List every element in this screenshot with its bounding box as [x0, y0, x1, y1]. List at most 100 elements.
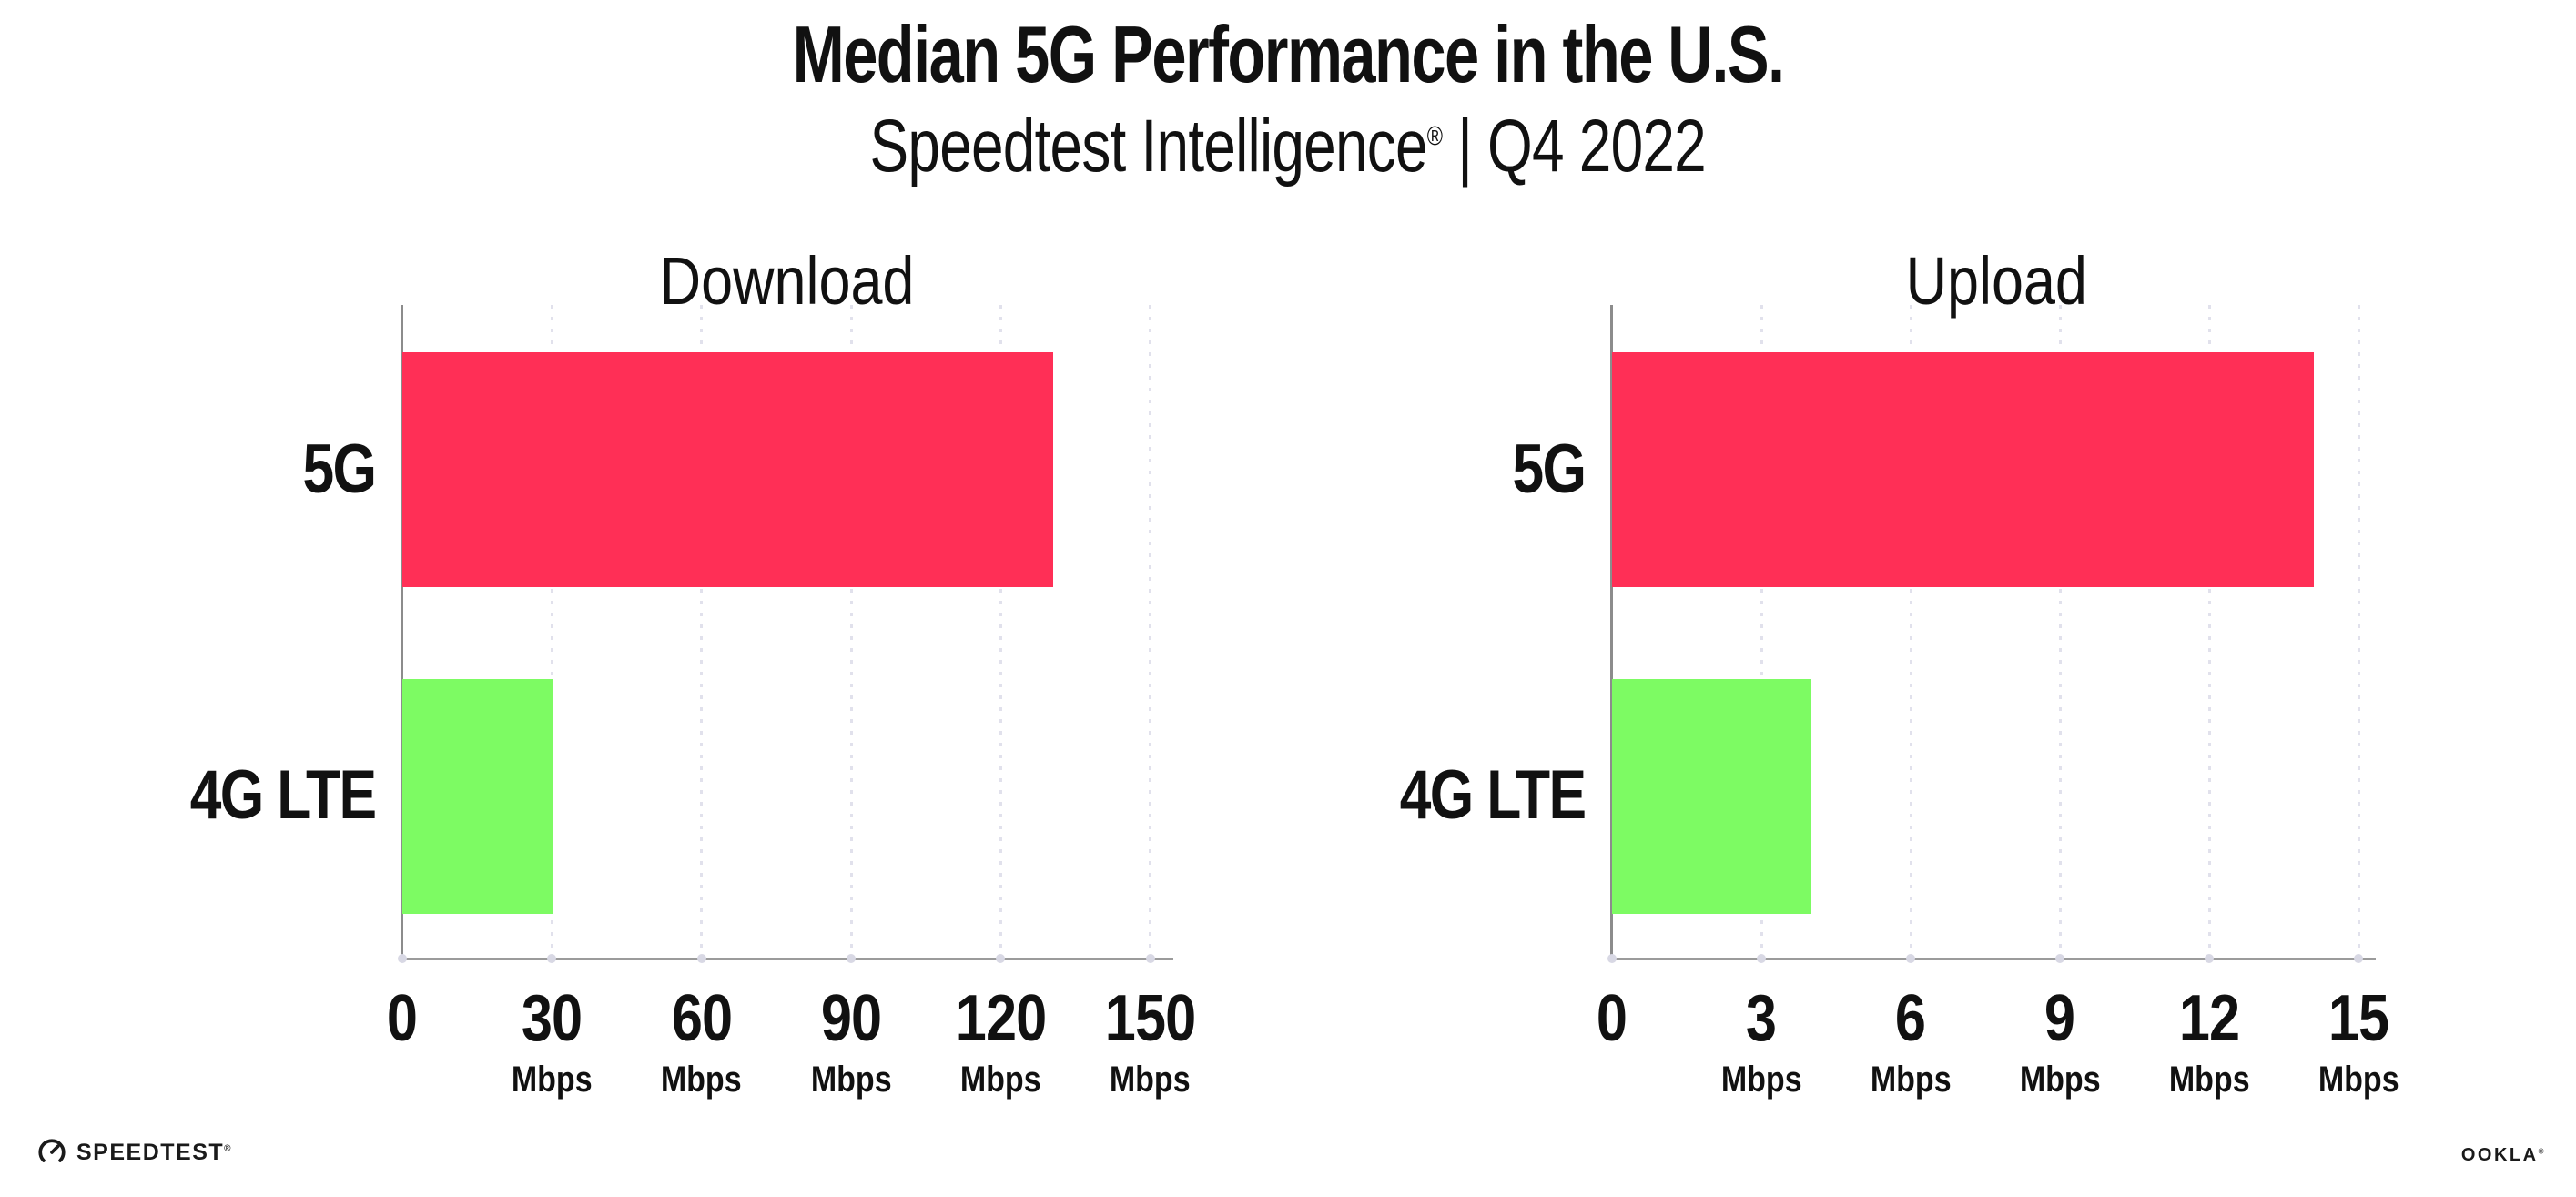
category-label-text: 5G — [1512, 431, 1587, 508]
category-label-text: 4G LTE — [189, 756, 376, 834]
x-tick-value: 150 — [1104, 982, 1196, 1055]
x-axis-line — [401, 958, 1173, 960]
x-tick-unit-text: Mbps — [1870, 1060, 1952, 1100]
gridline — [2207, 305, 2211, 959]
x-tick-value: 0 — [387, 982, 418, 1055]
x-tick-label: 6 — [1801, 986, 2020, 1051]
category-label-text: 4G LTE — [1399, 756, 1586, 834]
speedtest-logo: SPEEDTEST® — [36, 1136, 232, 1169]
x-tick-label: 90 — [742, 986, 960, 1051]
bar-4g-lte — [402, 679, 553, 914]
x-tick-unit-text: Mbps — [2168, 1060, 2250, 1100]
subtitle-separator: | — [1442, 105, 1488, 188]
y-axis-line — [401, 305, 403, 959]
axis-tick-dot — [2205, 954, 2215, 963]
x-tick-value: 0 — [1597, 982, 1628, 1055]
x-tick-label: 0 — [1503, 986, 1721, 1051]
chart-title: Download — [402, 248, 1171, 315]
registered-mark: ® — [1427, 121, 1443, 152]
x-tick-unit-text: Mbps — [1720, 1060, 1802, 1100]
x-tick-label: 3 — [1652, 986, 1871, 1051]
x-tick-label: 15 — [2249, 986, 2468, 1051]
plot-area — [398, 305, 1173, 963]
x-tick-value: 120 — [955, 982, 1047, 1055]
category-label: 5G — [0, 424, 377, 515]
category-label: 4G LTE — [1175, 750, 1586, 841]
gridline — [1149, 305, 1152, 959]
gridline — [999, 305, 1002, 959]
ookla-logo: OOKLA® — [2461, 1145, 2546, 1166]
page-subtitle: Speedtest Intelligence® | Q4 2022 — [0, 107, 2576, 186]
x-axis-line — [1610, 958, 2376, 960]
axis-tick-dot — [1757, 954, 1766, 963]
ookla-logo-text: OOKLA — [2460, 1145, 2539, 1165]
plot-area — [1607, 305, 2376, 963]
x-tick-value: 6 — [1895, 982, 1926, 1055]
gridline — [700, 305, 704, 959]
subtitle-text: Speedtest Intelligence® | Q4 2022 — [869, 105, 1707, 188]
x-tick-value: 12 — [2178, 982, 2240, 1055]
chart-title-text: Download — [659, 243, 915, 319]
axis-tick-dot — [847, 954, 857, 963]
axis-tick-dot — [2055, 954, 2065, 963]
axis-tick-dot — [547, 954, 557, 963]
category-label: 4G LTE — [0, 750, 376, 841]
x-tick-unit: Mbps — [2100, 1060, 2318, 1099]
x-tick-unit-text: Mbps — [661, 1060, 743, 1100]
x-tick-label: 60 — [593, 986, 811, 1051]
gridline — [1909, 305, 1912, 959]
category-label: 5G — [1175, 424, 1587, 515]
x-tick-unit: Mbps — [1652, 1060, 1871, 1099]
x-tick-unit-text: Mbps — [810, 1060, 892, 1100]
x-tick-unit: Mbps — [593, 1060, 811, 1099]
x-tick-label: 150 — [1041, 986, 1260, 1051]
x-tick-unit-text: Mbps — [1110, 1060, 1192, 1100]
gridline — [1760, 305, 1763, 959]
category-label-text: 5G — [302, 431, 377, 508]
x-tick-unit-text: Mbps — [2317, 1060, 2399, 1100]
x-tick-unit: Mbps — [2249, 1060, 2468, 1099]
x-tick-value: 90 — [820, 982, 882, 1055]
x-tick-value: 60 — [671, 982, 732, 1055]
x-tick-label: 120 — [891, 986, 1110, 1051]
x-tick-label: 30 — [442, 986, 661, 1051]
axis-tick-dot — [398, 954, 407, 963]
x-tick-label: 12 — [2100, 986, 2318, 1051]
x-tick-label: 9 — [1951, 986, 2169, 1051]
bar-5g — [402, 352, 1053, 587]
gridline — [849, 305, 853, 959]
gridline — [550, 305, 553, 959]
axis-tick-dot — [2354, 954, 2364, 963]
x-tick-unit-text: Mbps — [2019, 1060, 2101, 1100]
x-tick-value: 15 — [2328, 982, 2389, 1055]
page-title: Median 5G Performance in the U.S. — [792, 9, 1785, 99]
x-tick-unit: Mbps — [742, 1060, 960, 1099]
speedtest-logo-text: SPEEDTEST® — [76, 1139, 233, 1165]
x-tick-unit: Mbps — [1951, 1060, 2169, 1099]
x-tick-value: 3 — [1746, 982, 1777, 1055]
subtitle-brand: Speedtest Intelligence — [869, 105, 1428, 188]
axis-tick-dot — [696, 954, 706, 963]
speedtest-gauge-icon — [38, 1139, 66, 1162]
ookla-reg-mark: ® — [2538, 1147, 2546, 1156]
x-tick-unit: Mbps — [442, 1060, 661, 1099]
x-tick-value: 9 — [2044, 982, 2075, 1055]
bar-5g — [1612, 352, 2314, 587]
x-tick-unit: Mbps — [891, 1060, 1110, 1099]
speedtest-reg-mark: ® — [224, 1143, 233, 1154]
axis-tick-dot — [996, 954, 1006, 963]
y-axis-line — [1610, 305, 1613, 959]
gridline — [2058, 305, 2062, 959]
chart-title-text: Upload — [1905, 243, 2088, 319]
x-tick-value: 30 — [522, 982, 583, 1055]
axis-tick-dot — [1145, 954, 1155, 963]
x-tick-unit: Mbps — [1801, 1060, 2020, 1099]
x-tick-unit-text: Mbps — [511, 1060, 593, 1100]
chart-title: Upload — [1612, 248, 2381, 315]
x-tick-unit: Mbps — [1041, 1060, 1260, 1099]
x-tick-label: 0 — [293, 986, 512, 1051]
subtitle-period: Q4 2022 — [1487, 105, 1707, 188]
bar-4g-lte — [1612, 679, 1811, 914]
gridline — [2357, 305, 2360, 959]
